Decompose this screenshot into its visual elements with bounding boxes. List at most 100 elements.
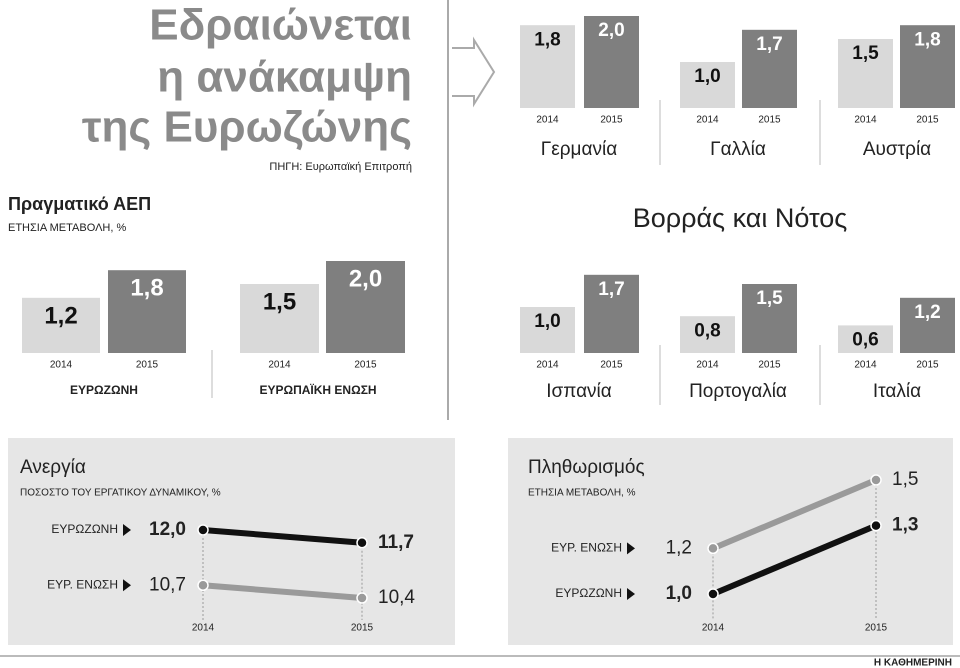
value-label: 1,8 — [534, 29, 560, 50]
line — [711, 477, 878, 552]
title-line: της Ευρωζώνης — [82, 103, 412, 152]
bar — [742, 29, 797, 108]
value-label: 1,5 — [892, 469, 918, 490]
value-label: 1,2 — [44, 302, 77, 329]
x-tick-label: 2014 — [536, 360, 559, 371]
chart-title: ΕΥΡΩΖΩΝΗ — [70, 383, 138, 397]
value-label: 1,2 — [914, 302, 940, 323]
legend-label: ΕΥΡ. ΕΝΩΣΗ — [551, 541, 622, 555]
point — [707, 542, 719, 555]
value-label: 12,0 — [149, 519, 186, 540]
value-label: 1,8 — [130, 275, 163, 302]
legend-arrow — [123, 579, 131, 592]
x-tick-label: 2014 — [854, 360, 877, 371]
legend-arrow — [123, 524, 131, 536]
legend-label: ΕΥΡΩΖΩΝΗ — [51, 522, 118, 536]
bar — [900, 297, 955, 353]
bar — [326, 261, 405, 353]
x-tick-label: 2014 — [50, 360, 73, 371]
value-label: 1,0 — [666, 583, 692, 604]
chart-title: ΕΥΡΩΠΑΪΚΗ ΕΝΩΣΗ — [259, 382, 376, 397]
point — [197, 579, 209, 591]
point — [197, 524, 209, 536]
bar — [838, 39, 893, 108]
value-label: 1,0 — [534, 311, 560, 332]
line — [202, 527, 363, 546]
bar — [742, 284, 797, 353]
x-tick-label: 2014 — [192, 623, 215, 634]
title-line: Εδραιώνεται — [149, 1, 412, 50]
chart-title: Αυστρία — [863, 139, 931, 160]
legend-label: ΕΥΡ. ΕΝΩΣΗ — [47, 577, 118, 591]
section-title: Πραγματικό ΑΕΠ — [8, 194, 151, 214]
line — [202, 582, 363, 601]
legend-arrow — [627, 542, 635, 555]
section-title: Βορράς και Νότος — [633, 203, 848, 233]
point — [356, 537, 368, 549]
bar — [900, 25, 955, 109]
x-tick-label: 2015 — [351, 623, 374, 634]
value-label: 2,0 — [598, 20, 624, 41]
x-tick-label: 2015 — [758, 115, 781, 126]
value-label: 1,5 — [756, 288, 783, 309]
bar — [108, 270, 186, 353]
value-label: 10,7 — [149, 574, 186, 595]
chart-title: Γαλλία — [710, 139, 766, 160]
panel-bg — [8, 438, 455, 645]
value-label: 1,7 — [756, 34, 782, 55]
value-label: 11,7 — [378, 532, 414, 553]
legend-arrow — [627, 588, 635, 600]
x-tick-label: 2014 — [696, 360, 719, 371]
chart-title: Ισπανία — [546, 381, 612, 402]
chart-subtitle: ΕΤΗΣΙΑ ΜΕΤΑΒΟΛΗ, % — [528, 488, 636, 499]
section-subtitle: ΕΤΗΣΙΑ ΜΕΤΑΒΟΛΗ, % — [8, 222, 126, 234]
footer: Η ΚΑΘΗΜΕΡΙΝΗ — [874, 658, 952, 668]
x-tick-label: 2014 — [268, 360, 291, 371]
x-tick-label: 2015 — [354, 360, 377, 371]
x-tick-label: 2014 — [696, 115, 719, 126]
x-tick-label: 2015 — [600, 360, 623, 371]
x-tick-label: 2014 — [854, 115, 877, 126]
value-label: 1,8 — [914, 29, 940, 50]
x-tick-label: 2015 — [916, 360, 939, 371]
value-label: 0,8 — [694, 320, 720, 341]
bar — [584, 16, 639, 108]
chart-title: Ανεργία — [20, 457, 86, 478]
source: ΠΗΓΗ: Ευρωπαϊκή Επιτροπή — [269, 161, 412, 173]
x-tick-label: 2015 — [600, 115, 623, 126]
x-tick-label: 2015 — [136, 360, 159, 371]
bar — [584, 274, 639, 353]
value-label: 2,0 — [349, 266, 382, 293]
value-label: 10,4 — [378, 587, 415, 608]
line — [711, 522, 878, 597]
arrow — [452, 36, 496, 108]
value-label: 1,3 — [892, 515, 918, 536]
value-label: 1,7 — [598, 279, 624, 300]
chart-title: Πληθωρισμός — [528, 457, 645, 478]
point — [707, 588, 719, 600]
title-line: η ανάκαμψη — [157, 53, 412, 102]
value-label: 0,6 — [852, 330, 878, 351]
bar — [838, 325, 893, 353]
value-label: 1,5 — [263, 289, 296, 316]
chart-title: Γερμανία — [541, 139, 617, 160]
x-tick-label: 2014 — [536, 115, 559, 126]
chart-title: Πορτογαλία — [689, 381, 787, 402]
chart-subtitle: ΠΟΣΟΣΤΟ ΤΟΥ ΕΡΓΑΤΙΚΟΥ ΔΥΝΑΜΙΚΟΥ, % — [20, 488, 221, 499]
value-label: 1,0 — [694, 66, 720, 87]
bar — [680, 62, 735, 108]
x-tick-label: 2015 — [865, 623, 888, 634]
bar — [680, 316, 735, 353]
bar — [22, 297, 100, 353]
chart-title: Ιταλία — [873, 381, 921, 402]
value-label: 1,5 — [852, 43, 879, 64]
bar — [520, 25, 575, 109]
point — [356, 592, 368, 604]
x-tick-label: 2015 — [758, 360, 781, 371]
x-tick-label: 2014 — [702, 623, 725, 634]
legend-label: ΕΥΡΩΖΩΝΗ — [555, 586, 622, 600]
point — [870, 519, 882, 532]
bar — [520, 307, 575, 353]
